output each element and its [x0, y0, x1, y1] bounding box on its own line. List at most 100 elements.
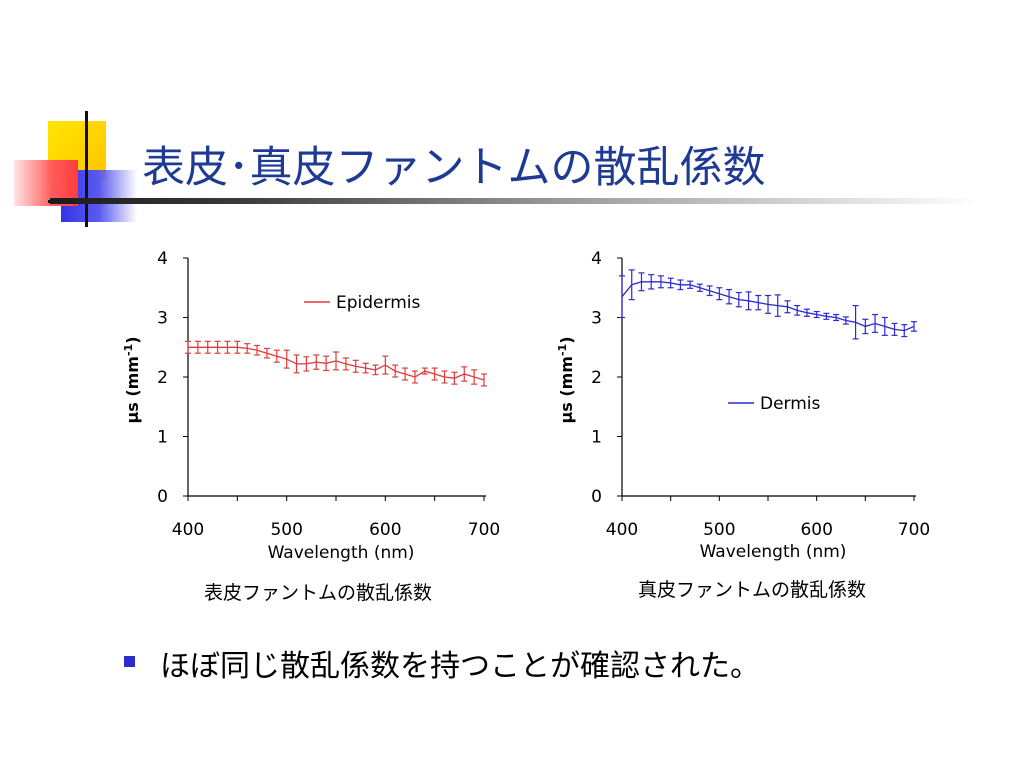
dermis-caption: 真皮ファントムの散乱係数	[638, 579, 867, 601]
legend-label: Dermis	[760, 394, 821, 414]
decor-vertical-line	[85, 111, 88, 227]
y-tick-label: 1	[157, 428, 168, 448]
data-point	[305, 363, 307, 365]
data-point	[689, 284, 691, 286]
data-point	[728, 296, 730, 298]
data-point	[256, 349, 258, 351]
x-tick-label: 700	[898, 520, 930, 540]
error-bar	[471, 369, 478, 385]
x-tick-label: 500	[703, 520, 735, 540]
error-bar	[648, 274, 655, 290]
error-bar	[234, 340, 241, 354]
data-point	[631, 284, 633, 286]
error-bar	[214, 340, 221, 354]
data-point	[246, 347, 248, 349]
data-point	[621, 296, 623, 298]
x-axis-label: Wavelength (nm)	[268, 543, 415, 563]
bullet-marker	[124, 656, 135, 667]
data-point	[670, 282, 672, 284]
error-bar	[204, 340, 211, 354]
error-bar	[421, 367, 428, 375]
error-bar	[677, 279, 684, 291]
data-point	[266, 352, 268, 354]
y-tick-label: 2	[157, 368, 168, 388]
x-tick-label: 600	[369, 520, 401, 540]
x-axis-label: Wavelength (nm)	[700, 542, 847, 562]
data-point	[187, 346, 189, 348]
data-point	[786, 306, 788, 308]
data-point	[718, 293, 720, 295]
data-point	[825, 315, 827, 317]
error-bar	[372, 364, 379, 376]
error-bar	[224, 340, 231, 354]
data-point	[374, 369, 376, 371]
data-point	[424, 370, 426, 372]
error-bar	[402, 367, 409, 381]
error-bar	[185, 340, 191, 354]
data-point	[864, 325, 866, 327]
data-point	[444, 376, 446, 378]
error-bar	[735, 291, 742, 308]
error-bar	[392, 364, 399, 378]
epidermis-caption: 表皮ファントムの散乱係数	[204, 582, 433, 604]
title-rule	[50, 198, 980, 204]
data-point	[414, 376, 416, 378]
data-point	[757, 302, 759, 304]
data-point	[699, 287, 701, 289]
y-tick-label: 1	[591, 428, 602, 448]
error-bar	[687, 280, 694, 289]
y-tick-label: 2	[591, 368, 602, 388]
error-bar	[706, 285, 713, 297]
data-point	[796, 309, 798, 311]
data-point	[355, 365, 357, 367]
data-point	[315, 361, 317, 363]
data-point	[345, 363, 347, 365]
data-point	[325, 362, 327, 364]
error-bar	[862, 318, 869, 335]
data-point	[207, 346, 209, 348]
error-bar	[293, 354, 300, 374]
error-bar	[352, 359, 359, 373]
error-bar	[638, 272, 645, 292]
data-point	[483, 379, 485, 381]
data-point	[404, 373, 406, 375]
error-bar	[852, 305, 859, 340]
error-bar	[813, 310, 820, 319]
dermis-plot: 0 1 2 3 4 400 500 600 700 Wavelength (nm) μs (mm-1…	[556, 249, 930, 562]
error-bar	[726, 288, 733, 305]
y-tick-label: 0	[157, 487, 168, 507]
error-bar	[323, 355, 330, 372]
data-point	[660, 281, 662, 283]
data-point	[197, 346, 199, 348]
y-tick-label: 3	[157, 309, 168, 329]
error-bar	[774, 294, 781, 317]
error-bar	[303, 356, 310, 372]
data-point	[709, 290, 711, 292]
error-bar	[901, 324, 908, 338]
data-point	[855, 321, 857, 323]
data-point	[217, 346, 219, 348]
data-point	[767, 303, 769, 305]
error-bar	[872, 313, 879, 333]
data-point	[845, 319, 847, 321]
data-point	[806, 312, 808, 314]
data-point	[236, 346, 238, 348]
error-bar	[244, 343, 251, 354]
error-bar	[784, 300, 791, 314]
error-bar	[765, 294, 771, 314]
series-line	[188, 346, 485, 381]
data-point	[226, 346, 228, 348]
data-point	[640, 281, 642, 283]
data-point	[777, 305, 779, 307]
error-bar	[823, 312, 830, 320]
x-tick-label: 500	[270, 520, 302, 540]
error-bar	[283, 349, 290, 369]
error-bar	[911, 321, 917, 332]
error-bar	[842, 316, 849, 325]
error-bar	[628, 269, 635, 301]
data-point	[384, 364, 386, 366]
error-bar	[362, 362, 369, 374]
data-point	[365, 367, 367, 369]
error-bar	[881, 316, 888, 336]
data-point	[453, 377, 455, 379]
